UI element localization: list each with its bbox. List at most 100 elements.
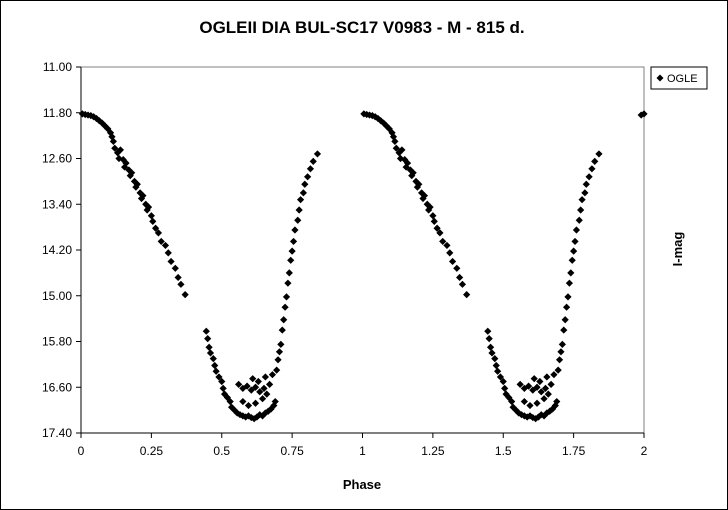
y-tick-label: 15.80	[42, 335, 72, 349]
data-point	[436, 229, 444, 237]
data-point	[167, 257, 175, 266]
data-point	[560, 326, 568, 334]
data-point	[578, 196, 586, 204]
data-point	[485, 335, 493, 343]
data-point	[374, 114, 382, 123]
y-tick-label: 15.00	[42, 289, 72, 303]
data-point	[266, 380, 274, 388]
data-point	[309, 157, 317, 165]
data-point	[157, 237, 165, 246]
data-point	[567, 269, 575, 277]
data-point	[526, 412, 534, 420]
data-point	[418, 189, 426, 197]
data-point	[296, 196, 305, 204]
y-tick-label: 12.60	[42, 152, 72, 166]
data-point	[291, 226, 299, 234]
data-point	[557, 348, 565, 356]
data-point	[239, 397, 247, 406]
data-point	[380, 119, 388, 127]
data-point	[202, 327, 210, 335]
data-point	[215, 373, 223, 381]
data-point	[570, 247, 578, 255]
chart-title: OGLEII DIA BUL-SC17 V0983 - M - 815 d.	[199, 18, 524, 37]
legend: OGLE	[650, 66, 708, 90]
data-point	[458, 280, 467, 288]
data-point	[463, 291, 471, 299]
legend-entry-ogle: OGLE	[667, 73, 698, 85]
data-point	[429, 212, 437, 220]
data-point	[209, 355, 217, 363]
x-tick-label: 0.75	[280, 444, 304, 458]
legend-marker-diamond-icon	[656, 74, 664, 82]
data-point	[164, 249, 172, 257]
data-point	[249, 375, 257, 383]
data-point	[391, 137, 399, 145]
data-point	[484, 327, 492, 335]
data-point	[377, 117, 385, 125]
data-point	[413, 183, 421, 191]
data-point	[368, 112, 376, 120]
data-point	[177, 280, 185, 288]
data-point	[561, 316, 569, 324]
data-point	[154, 229, 163, 237]
data-points	[78, 110, 648, 423]
data-point	[133, 180, 141, 188]
data-point	[509, 403, 517, 411]
data-point	[420, 192, 429, 200]
data-point	[211, 361, 219, 370]
data-point	[220, 390, 229, 398]
y-tick-label: 14.20	[42, 243, 72, 257]
data-point	[395, 149, 403, 157]
data-point	[530, 375, 538, 383]
x-tick-label: 0.25	[140, 444, 164, 458]
x-tick-label: 2	[641, 444, 648, 458]
x-tick-label: 1.25	[421, 444, 445, 458]
data-point	[588, 165, 596, 173]
data-point	[289, 237, 298, 246]
x-axis-label: Phase	[343, 477, 381, 492]
data-point	[204, 335, 212, 343]
data-point	[425, 206, 433, 214]
data-point	[448, 257, 457, 266]
data-point	[562, 303, 571, 311]
data-point	[268, 371, 277, 379]
data-point	[149, 217, 157, 226]
data-point	[294, 216, 302, 224]
data-point	[258, 395, 267, 403]
data-point	[555, 356, 564, 364]
data-point	[568, 256, 576, 264]
data-point	[174, 273, 182, 282]
x-tick-label: 0	[78, 444, 85, 458]
y-tick-label: 11.00	[43, 60, 72, 74]
data-point	[226, 397, 234, 406]
data-point	[523, 413, 531, 421]
data-point	[285, 269, 293, 277]
y-axis: 11.00 11.80 12.60 13.40 14.20 15.00 15.80 16.60…	[42, 60, 81, 440]
data-point	[122, 159, 130, 167]
data-point	[304, 173, 312, 181]
data-point	[544, 390, 552, 398]
data-point	[550, 371, 558, 379]
data-point	[426, 203, 434, 211]
data-point	[577, 206, 585, 214]
data-point	[565, 279, 574, 287]
data-point	[116, 146, 125, 154]
data-point	[260, 384, 268, 392]
data-point	[281, 303, 289, 311]
data-point	[267, 405, 275, 413]
data-point	[205, 343, 213, 351]
data-point	[274, 356, 282, 364]
x-axis: 0 0.25 0.5 0.75 1 1.25 1.5 1.75 2	[78, 67, 648, 458]
data-point	[456, 273, 464, 282]
data-point	[111, 144, 119, 152]
data-point	[533, 383, 541, 391]
data-point	[251, 399, 260, 407]
data-point	[288, 247, 296, 255]
data-point	[282, 293, 291, 301]
data-point	[547, 380, 555, 388]
data-point	[520, 397, 528, 406]
data-point	[251, 383, 260, 391]
y-tick-label: 17.40	[42, 426, 72, 440]
